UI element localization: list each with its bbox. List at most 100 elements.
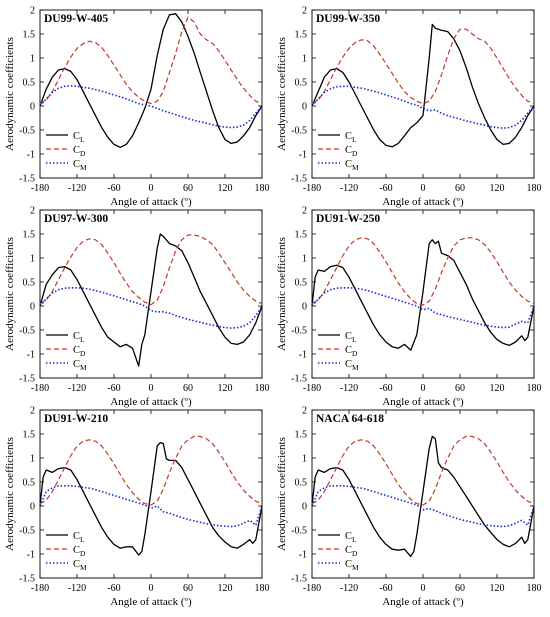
- subplot-title: DU99-W-350: [316, 13, 380, 25]
- y-tick-label: 2: [30, 6, 35, 17]
- legend-label: CD: [73, 345, 86, 358]
- x-tick-label: 120: [218, 383, 233, 394]
- y-tick-label: -0.5: [291, 326, 307, 337]
- legend-label: CM: [345, 359, 359, 372]
- subplot-title: DU91-W-210: [44, 413, 108, 425]
- x-tick-label: 180: [255, 183, 270, 194]
- subplot-5: -1.5 -1 -0.5 0 0.5 1 1.5 2 -180 -120 -60 0 60 120 180 A…: [4, 406, 270, 609]
- series-line-cl: [311, 23, 535, 148]
- series-line-cm: [311, 485, 535, 528]
- y-tick-label: -1: [27, 550, 35, 561]
- x-tick-label: 60: [455, 583, 465, 594]
- legend-label: CD: [345, 345, 358, 358]
- x-tick-label: 0: [421, 383, 426, 394]
- y-tick-label: 1: [302, 54, 307, 65]
- y-tick-label: -1: [299, 150, 307, 161]
- y-tick-label: 1.5: [295, 30, 308, 41]
- series-line-cl: [311, 435, 535, 558]
- series-line-cm: [39, 485, 263, 528]
- series-line-cl: [311, 239, 535, 351]
- legend-label: CM: [345, 159, 359, 172]
- y-tick-label: -0.5: [19, 126, 35, 137]
- x-tick-label: 180: [527, 183, 542, 194]
- x-tick-label: 0: [421, 183, 426, 194]
- x-tick-label: 180: [527, 583, 542, 594]
- y-tick-label: -1: [27, 350, 35, 361]
- y-tick-label: -1.5: [19, 174, 35, 185]
- legend-label: CL: [73, 131, 85, 144]
- y-tick-label: -1.5: [291, 574, 307, 585]
- y-tick-label: 0.5: [23, 478, 36, 489]
- y-axis-label: Aerodynamic coefficients: [276, 37, 288, 151]
- x-tick-label: -60: [379, 583, 392, 594]
- series-line-cl: [39, 13, 263, 148]
- x-tick-label: -180: [31, 583, 49, 594]
- x-tick-label: -120: [340, 183, 358, 194]
- x-tick-label: -120: [340, 383, 358, 394]
- y-axis-label: Aerodynamic coefficients: [276, 437, 288, 551]
- y-tick-label: -1.5: [19, 374, 35, 385]
- x-tick-label: -60: [379, 183, 392, 194]
- x-tick-label: 120: [490, 183, 505, 194]
- legend-label: CM: [73, 359, 87, 372]
- legend-label: CL: [345, 531, 357, 544]
- legend-label: CD: [345, 545, 358, 558]
- x-tick-label: -60: [379, 383, 392, 394]
- y-tick-label: 0.5: [295, 78, 308, 89]
- y-tick-label: 0.5: [23, 78, 36, 89]
- y-tick-label: -1.5: [291, 174, 307, 185]
- y-tick-label: 1.5: [23, 30, 36, 41]
- y-tick-label: 1.5: [295, 230, 308, 241]
- subplot-6: -1.5 -1 -0.5 0 0.5 1 1.5 2 -180 -120 -60 0 60 120 180 A…: [276, 406, 542, 609]
- y-tick-label: 2: [302, 6, 307, 17]
- x-tick-label: 0: [149, 183, 154, 194]
- y-tick-label: 1: [30, 54, 35, 65]
- legend-label: CM: [73, 159, 87, 172]
- legend-label: CL: [73, 331, 85, 344]
- y-tick-label: 2: [302, 406, 307, 417]
- y-tick-label: 0.5: [23, 278, 36, 289]
- y-tick-label: 0: [30, 102, 35, 113]
- series-line-cd: [311, 28, 535, 105]
- subplot-2: -1.5 -1 -0.5 0 0.5 1 1.5 2 -180 -120 -60 0 60 120 180 A…: [276, 6, 542, 209]
- series-line-cd: [39, 234, 263, 306]
- series-line-cl: [39, 233, 263, 367]
- y-axis-label: Aerodynamic coefficients: [4, 37, 16, 151]
- y-axis-label: Aerodynamic coefficients: [4, 437, 16, 551]
- x-tick-label: 0: [149, 583, 154, 594]
- series-line-cl: [39, 441, 263, 556]
- y-tick-label: -1: [27, 150, 35, 161]
- x-tick-label: 60: [455, 183, 465, 194]
- y-tick-label: 0: [302, 102, 307, 113]
- x-tick-label: 0: [149, 383, 154, 394]
- x-tick-label: 180: [255, 583, 270, 594]
- x-tick-label: 120: [218, 183, 233, 194]
- y-tick-label: 1: [302, 454, 307, 465]
- x-tick-label: 60: [183, 183, 193, 194]
- subplot-title: NACA 64-618: [316, 413, 384, 425]
- legend-label: CD: [73, 545, 86, 558]
- subplot-title: DU97-W-300: [44, 213, 108, 225]
- y-tick-label: 1: [302, 254, 307, 265]
- x-tick-label: -120: [68, 383, 86, 394]
- x-tick-label: -120: [340, 583, 358, 594]
- y-tick-label: 1.5: [295, 430, 308, 441]
- x-tick-label: 60: [183, 383, 193, 394]
- series-line-cd: [39, 16, 263, 105]
- y-tick-label: -1.5: [291, 374, 307, 385]
- y-axis-label: Aerodynamic coefficients: [4, 237, 16, 351]
- y-tick-label: 2: [30, 206, 35, 217]
- x-tick-label: 180: [255, 383, 270, 394]
- series-line-cd: [39, 435, 263, 506]
- y-tick-label: -1: [299, 550, 307, 561]
- x-axis-label: Angle of attack (º): [382, 596, 464, 608]
- legend-label: CM: [345, 559, 359, 572]
- x-tick-label: 120: [490, 383, 505, 394]
- x-axis-label: Angle of attack (º): [110, 196, 192, 208]
- x-tick-label: 180: [527, 383, 542, 394]
- x-tick-label: 60: [183, 583, 193, 594]
- legend-label: CL: [73, 531, 85, 544]
- y-tick-label: 0: [30, 502, 35, 513]
- x-tick-label: -60: [107, 383, 120, 394]
